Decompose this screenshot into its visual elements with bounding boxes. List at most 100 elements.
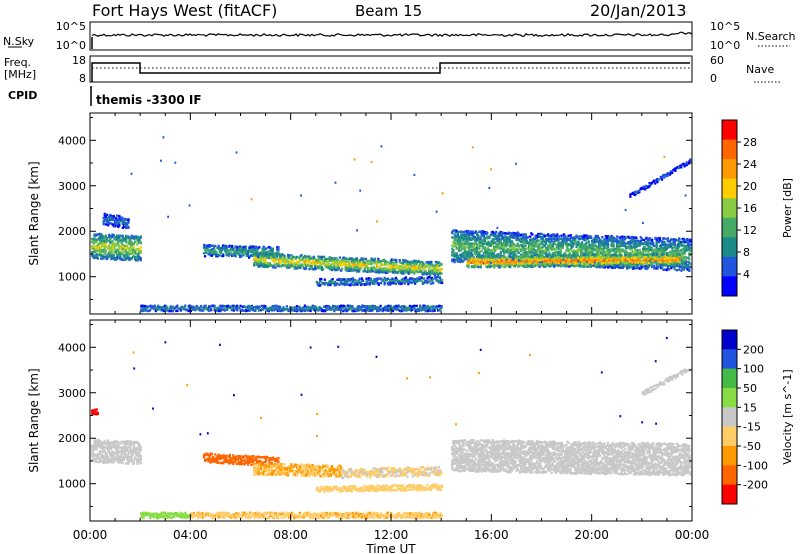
data-cell xyxy=(603,250,606,254)
data-cell xyxy=(429,273,432,277)
data-cell xyxy=(109,241,112,244)
data-cell xyxy=(506,236,509,239)
data-cell xyxy=(499,232,502,236)
data-cell xyxy=(422,262,425,265)
data-cell xyxy=(609,237,612,240)
data-cell xyxy=(516,231,519,234)
data-cell xyxy=(254,252,257,255)
data-cell xyxy=(338,283,341,286)
data-cell xyxy=(95,238,98,241)
data-cell xyxy=(370,269,373,273)
data-cell xyxy=(273,260,276,263)
data-cell xyxy=(121,243,124,246)
data-cell xyxy=(391,271,395,274)
data-cell xyxy=(628,242,631,245)
data-cell xyxy=(319,279,322,283)
data-cell xyxy=(455,258,458,261)
data-cell xyxy=(394,267,397,270)
data-cell xyxy=(558,235,561,238)
data-cell xyxy=(409,271,413,274)
data-cell xyxy=(128,250,131,253)
data-cell xyxy=(612,240,615,243)
data-cell xyxy=(582,236,585,239)
data-cell xyxy=(456,242,459,246)
data-cell xyxy=(138,238,141,241)
data-cell xyxy=(110,216,113,219)
data-cell xyxy=(544,242,548,246)
data-cell xyxy=(369,279,373,282)
data-cell xyxy=(204,244,207,247)
data-cell xyxy=(574,238,577,241)
data-cell xyxy=(485,255,488,258)
data-cell xyxy=(640,238,643,241)
data-cell xyxy=(483,250,487,254)
data-cell xyxy=(111,216,114,220)
data-cell xyxy=(264,259,267,262)
data-cell xyxy=(388,262,391,265)
data-cell xyxy=(100,250,103,253)
data-cell xyxy=(611,266,614,270)
data-cell xyxy=(609,265,612,269)
data-cell xyxy=(93,256,96,260)
data-cell xyxy=(570,236,573,240)
data-cell xyxy=(594,234,597,238)
data-cell xyxy=(316,261,319,264)
cpid-label: CPID xyxy=(8,89,37,102)
data-cell xyxy=(295,255,299,259)
data-cell xyxy=(290,260,293,263)
data-cell xyxy=(390,258,393,261)
data-cell xyxy=(240,254,243,258)
data-cell xyxy=(130,236,133,240)
data-cell xyxy=(100,253,103,256)
data-cell xyxy=(121,226,124,229)
data-cell xyxy=(292,255,295,259)
data-cell xyxy=(553,251,557,254)
data-cell xyxy=(534,241,537,244)
nsearch-label: N.Search xyxy=(746,30,796,43)
data-cell xyxy=(303,262,306,265)
data-cell xyxy=(288,254,291,257)
data-cell xyxy=(268,246,271,249)
data-cell xyxy=(358,280,361,284)
data-cell xyxy=(603,238,606,242)
data-cell xyxy=(215,251,218,254)
data-cell xyxy=(531,242,534,245)
data-cell xyxy=(325,258,328,261)
data-cell xyxy=(401,281,404,285)
data-cell xyxy=(403,267,406,270)
data-cell xyxy=(434,268,437,271)
data-cell xyxy=(612,243,615,246)
data-cell xyxy=(337,268,340,271)
data-cell xyxy=(209,244,212,248)
data-cell xyxy=(619,260,622,263)
data-cell xyxy=(593,244,596,247)
data-cell xyxy=(472,249,475,252)
data-cell xyxy=(572,245,575,248)
data-cell xyxy=(531,251,534,254)
data-cell xyxy=(582,243,585,246)
data-cell xyxy=(438,261,441,264)
data-cell xyxy=(402,271,405,274)
data-cell xyxy=(559,247,562,250)
data-cell xyxy=(135,252,138,256)
data-cell xyxy=(584,252,587,255)
data-cell xyxy=(329,283,332,287)
data-cell xyxy=(354,283,357,286)
data-cell xyxy=(452,245,455,248)
data-cell xyxy=(369,260,372,263)
data-cell xyxy=(365,277,368,280)
data-cell xyxy=(684,256,688,259)
data-cell xyxy=(651,246,654,249)
data-cell xyxy=(688,269,691,272)
data-cell xyxy=(547,234,550,238)
data-cell xyxy=(438,280,441,283)
data-cell xyxy=(574,240,577,243)
data-cell xyxy=(125,238,128,241)
data-cell xyxy=(518,259,522,263)
data-cell xyxy=(370,262,373,266)
data-cell xyxy=(365,270,369,273)
data-cell xyxy=(134,250,137,253)
data-cell xyxy=(398,264,401,268)
data-cell xyxy=(255,246,259,249)
data-cell xyxy=(345,278,348,281)
